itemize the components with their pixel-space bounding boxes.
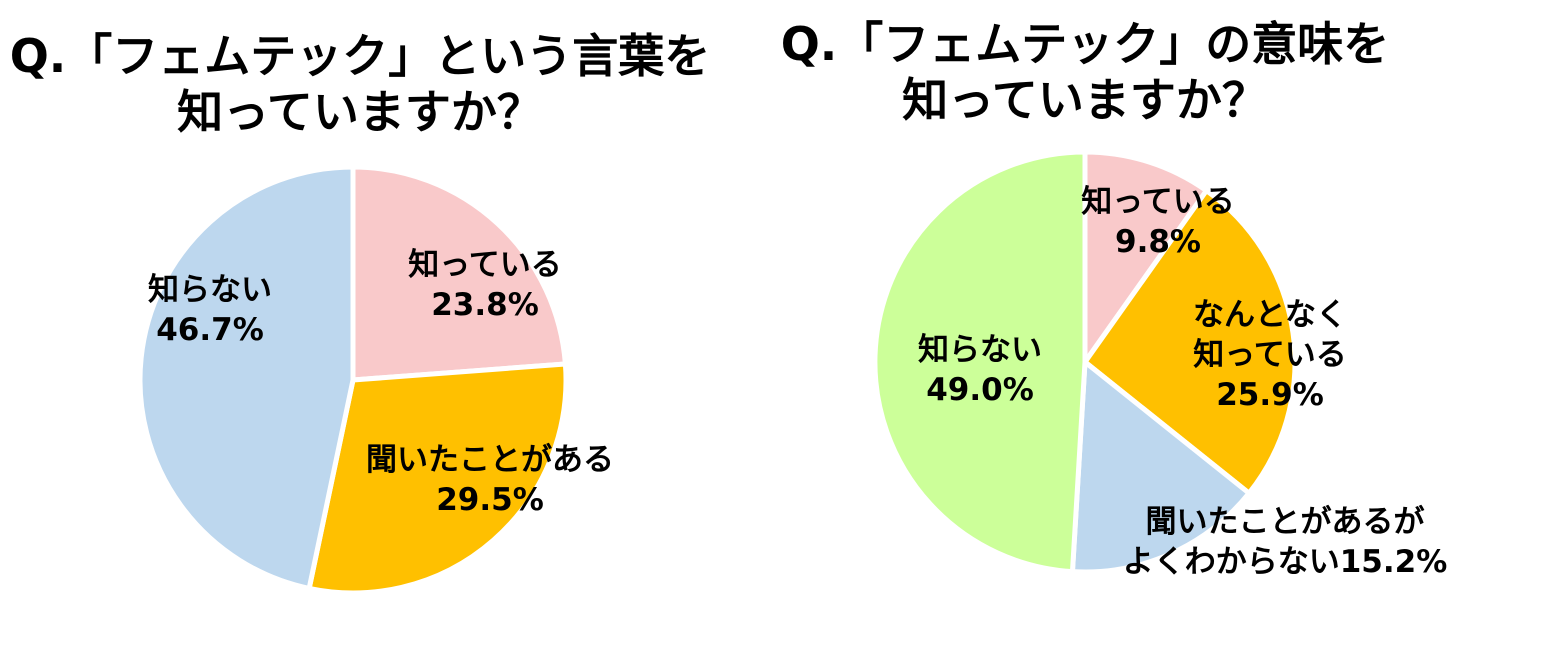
title-line-2: 知っていますか？ xyxy=(902,73,1268,127)
title-line-2: 知っていますか？ xyxy=(177,85,543,139)
pie-slice xyxy=(872,149,1088,575)
chart-title-awareness: Q.「フェムテック」という言葉を 知っていますか？ xyxy=(0,28,720,140)
slice-category-label: 知らない xyxy=(918,332,1042,368)
slice-value-label: 49.0% xyxy=(926,372,1034,408)
pie-slice xyxy=(350,164,568,383)
pie-chart-awareness: 知っている 23.8% 聞いたことがある 29.5% 知らない 46.7% xyxy=(137,164,614,596)
slice-label: 知らない 49.0% xyxy=(918,332,1042,408)
slice-category-label: 聞いたことがある xyxy=(366,442,614,478)
slice-category-label: 知らない xyxy=(148,272,272,308)
slice-value-label: 23.8% xyxy=(431,287,539,323)
pie-slice xyxy=(1082,188,1298,496)
title-line-1: Q.「フェムテック」という言葉を xyxy=(9,29,711,83)
slice-category-label: 知っている xyxy=(1081,184,1234,220)
slice-category-label: 知っている xyxy=(1193,337,1346,373)
pie-slice xyxy=(1069,359,1252,575)
slice-label: なんとなく知っている 25.9% xyxy=(1193,297,1347,413)
chart-title-meaning: Q.「フェムテック」の意味を 知っていますか？ xyxy=(740,16,1430,128)
slice-label: 知らない 46.7% xyxy=(148,272,272,348)
pie-chart-meaning: 知っている 9.8%なんとなく知っている 25.9%聞いたことがあるがよくわからない… xyxy=(872,149,1448,580)
slice-category-label: なんとなく xyxy=(1193,297,1347,333)
slice-label: 知っている 9.8% xyxy=(1081,184,1234,260)
slice-label: 聞いたことがある 29.5% xyxy=(366,442,614,518)
slice-value-label: 9.8% xyxy=(1115,224,1201,260)
pie-slice xyxy=(306,361,569,596)
slice-value-label: 29.5% xyxy=(436,482,544,518)
slice-category-label: よくわからない15.2% xyxy=(1123,544,1448,580)
slice-category-label: 知っている xyxy=(408,247,561,283)
slice-value-label: 46.7% xyxy=(156,312,264,348)
slice-label: 聞いたことがあるがよくわからない15.2% xyxy=(1123,504,1448,580)
pie-slice xyxy=(137,164,356,591)
pie-slice xyxy=(1082,149,1209,365)
slice-label: 知っている 23.8% xyxy=(408,247,561,323)
slice-value-label: 25.9% xyxy=(1216,377,1324,413)
slice-category-label: 聞いたことがあるが xyxy=(1146,504,1425,540)
title-line-1: Q.「フェムテック」の意味を xyxy=(780,17,1390,71)
